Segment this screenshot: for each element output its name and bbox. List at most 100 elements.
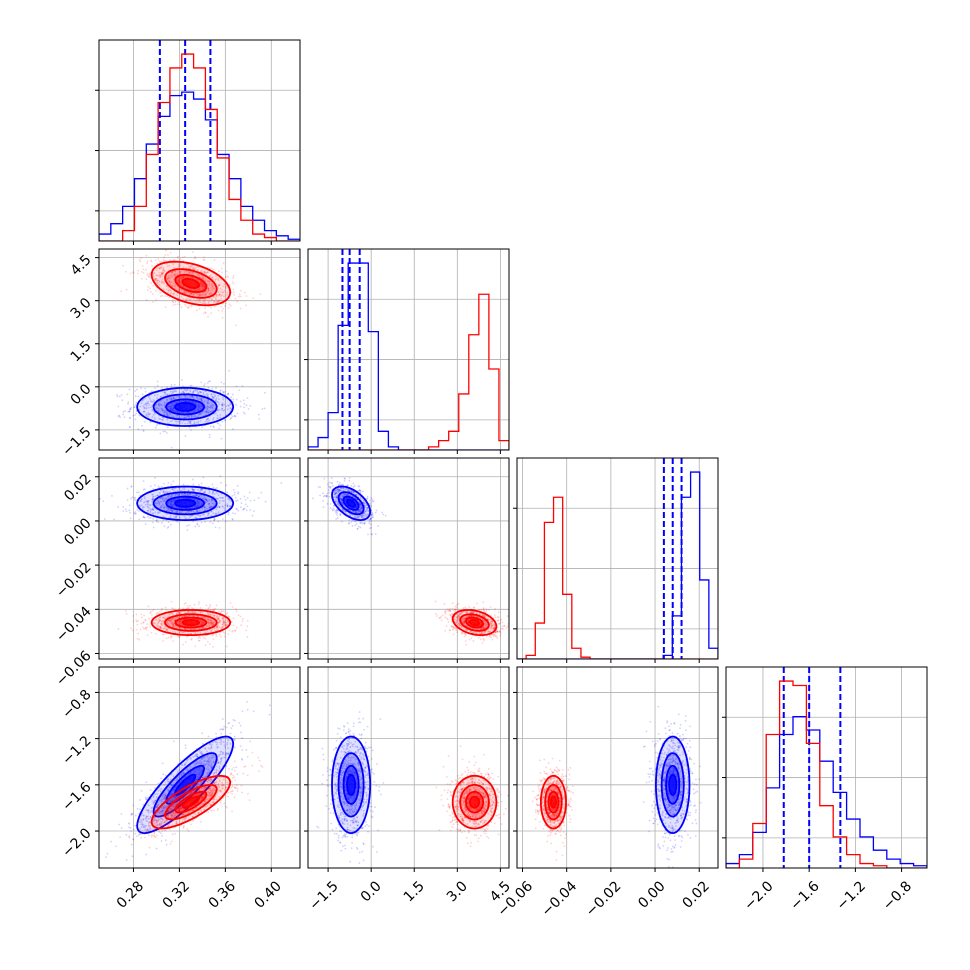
sample-point	[319, 486, 322, 488]
sample-point	[197, 293, 200, 295]
sample-point	[146, 626, 149, 629]
sample-point	[203, 272, 205, 275]
sample-point	[208, 433, 211, 436]
sample-point	[134, 395, 137, 398]
sample-point	[146, 289, 149, 292]
sample-point	[202, 312, 205, 315]
sample-point	[460, 633, 463, 635]
sample-point	[177, 280, 180, 283]
sample-point	[210, 267, 213, 270]
sample-point	[193, 293, 195, 296]
sample-point	[205, 498, 207, 501]
sample-point	[136, 637, 139, 640]
sample-point	[161, 498, 164, 501]
sample-point	[201, 285, 204, 288]
sample-point	[157, 409, 160, 412]
sample-point	[219, 293, 221, 296]
sample-point	[251, 514, 254, 517]
sample-point	[166, 386, 168, 389]
sample-point	[151, 500, 154, 503]
sample-point	[128, 426, 131, 429]
sample-point	[147, 406, 150, 409]
sample-point	[216, 492, 218, 495]
sample-point	[215, 635, 218, 638]
sample-point	[357, 485, 360, 488]
sample-point	[184, 389, 186, 391]
sample-point	[229, 403, 232, 406]
sample-point	[148, 413, 151, 416]
sample-point	[217, 512, 220, 515]
sample-point	[154, 407, 157, 409]
sample-point	[221, 496, 224, 499]
sample-point	[171, 300, 174, 303]
sample-point	[158, 404, 160, 407]
sample-point	[197, 392, 200, 394]
sample-point	[369, 502, 372, 505]
sample-point	[225, 645, 228, 648]
sample-point	[219, 389, 222, 392]
sample-point	[209, 425, 212, 428]
sample-point	[146, 402, 149, 405]
sample-point	[169, 503, 172, 506]
sample-point	[180, 391, 183, 394]
sample-point	[191, 264, 194, 267]
sample-point	[162, 266, 165, 269]
sample-point	[202, 491, 205, 494]
sample-point	[211, 492, 214, 495]
sample-point	[144, 397, 146, 400]
sample-point	[158, 280, 161, 283]
sample-point	[169, 390, 172, 393]
sample-point	[182, 390, 185, 393]
sample-point	[172, 504, 174, 507]
sample-point	[142, 429, 145, 432]
sample-point	[170, 386, 173, 389]
sample-point	[200, 391, 202, 394]
sample-point	[239, 497, 242, 500]
sample-point	[144, 403, 147, 405]
sample-point	[359, 522, 362, 525]
sample-point	[176, 489, 179, 492]
sample-point	[173, 499, 176, 501]
sample-point	[192, 416, 195, 419]
sample-point	[353, 484, 356, 487]
sample-point	[207, 401, 210, 404]
sample-point	[208, 506, 211, 509]
sample-point	[241, 385, 244, 387]
sample-point	[184, 641, 187, 643]
sample-point	[195, 505, 198, 508]
sample-point	[152, 399, 155, 401]
sample-point	[137, 632, 140, 635]
sample-point	[181, 276, 184, 279]
sample-point	[203, 384, 205, 387]
sample-point	[189, 421, 191, 423]
sample-point	[188, 265, 191, 268]
sample-point	[124, 610, 127, 612]
sample-point	[152, 509, 155, 511]
sample-point	[161, 404, 164, 407]
sample-point	[231, 393, 234, 396]
sample-point	[200, 282, 203, 284]
sample-point	[164, 606, 167, 609]
sample-point	[212, 404, 215, 407]
sample-point	[169, 503, 172, 506]
sample-point	[164, 411, 166, 414]
sample-point	[182, 298, 185, 300]
sample-point	[223, 409, 226, 411]
sample-point	[215, 277, 218, 280]
sample-point	[191, 607, 193, 609]
sample-point	[186, 604, 189, 607]
sample-point	[158, 502, 161, 504]
sample-point	[198, 405, 201, 408]
sample-point	[139, 628, 142, 631]
sample-point	[146, 501, 148, 503]
sample-point	[169, 408, 172, 411]
sample-point	[177, 272, 179, 275]
sample-point	[220, 295, 222, 298]
sample-point	[161, 271, 164, 273]
sample-point	[196, 522, 199, 525]
sample-point	[212, 490, 214, 493]
sample-point	[188, 395, 191, 398]
sample-point	[143, 406, 146, 409]
sample-point	[156, 262, 159, 265]
sample-point	[200, 284, 203, 287]
